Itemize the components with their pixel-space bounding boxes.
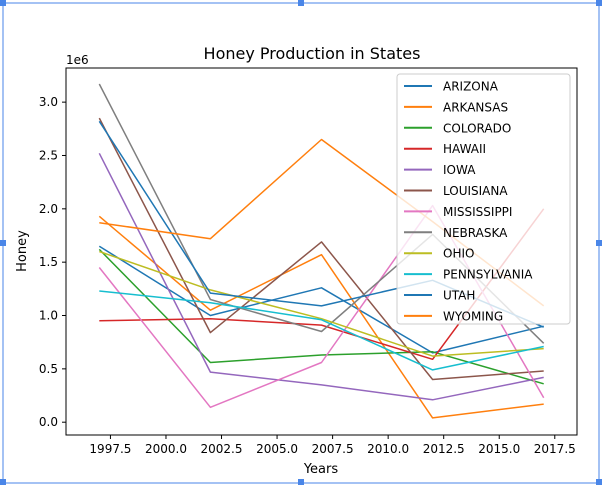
- resize-handle-middle-right[interactable]: [596, 240, 602, 246]
- selection-box[interactable]: [0, 0, 602, 485]
- legend-label: UTAH: [443, 289, 475, 303]
- y-tick-label: 2.5: [39, 148, 58, 162]
- series-line-pennsylvania: [99, 290, 544, 371]
- y-tick-label: 2.0: [39, 202, 58, 216]
- legend-label: ARIZONA: [443, 80, 499, 94]
- x-axis: 1997.5 2000.0 2002.5 2005.0 2007.5 2010.0 2012…: [89, 435, 576, 456]
- resize-handle-bottom-right[interactable]: [596, 479, 602, 485]
- y-axis-label: Honey: [15, 230, 30, 272]
- legend-label: PENNSYLVANIA: [443, 268, 533, 282]
- resize-handle-bottom-center[interactable]: [298, 479, 304, 485]
- legend-label: OHIO: [443, 247, 474, 261]
- resize-handle-top-center[interactable]: [298, 0, 304, 6]
- x-tick-label: 2005.0: [256, 442, 298, 456]
- chart-title: Honey Production in States: [204, 44, 421, 63]
- legend-items: ARIZONA ARKANSAS COLORADO HAWAII IOWA LOUISIA…: [404, 80, 533, 323]
- legend: ARIZONA ARKANSAS COLORADO HAWAII IOWA LOUISIA…: [396, 73, 571, 325]
- x-tick-label: 2002.5: [201, 442, 243, 456]
- y-tick-label: 3.0: [39, 95, 58, 109]
- resize-handle-top-left[interactable]: [0, 0, 6, 6]
- legend-label: IOWA: [443, 163, 476, 177]
- series-lines: [98, 83, 545, 419]
- resize-handle-bottom-left[interactable]: [0, 479, 6, 485]
- y-tick-label: 1.5: [39, 255, 58, 269]
- legend-label: WYOMING: [443, 309, 503, 323]
- legend-label: HAWAII: [443, 142, 486, 156]
- series-line-arkansas: [98, 215, 544, 419]
- x-tick-label: 2017.5: [534, 442, 576, 456]
- legend-label: ARKANSAS: [443, 100, 508, 114]
- series-line-arizona: [98, 245, 544, 354]
- x-tick-label: 2015.0: [478, 442, 520, 456]
- x-tick-label: 2000.0: [145, 442, 187, 456]
- x-tick-label: 1997.5: [89, 442, 131, 456]
- series-line-louisiana: [98, 117, 544, 381]
- resize-handle-top-right[interactable]: [596, 0, 602, 6]
- legend-label: COLORADO: [443, 121, 511, 135]
- y-axis: 0.0 0.5 1.0 1.5 2.0 2.5 3.0: [39, 95, 66, 429]
- legend-label: LOUISIANA: [443, 184, 508, 198]
- y-tick-label: 0.0: [39, 415, 58, 429]
- legend-label: NEBRASKA: [443, 226, 508, 240]
- x-tick-label: 2012.5: [423, 442, 465, 456]
- y-offset-label: 1e6: [66, 53, 89, 67]
- legend-box: [396, 73, 571, 325]
- x-tick-label: 2010.0: [367, 442, 409, 456]
- y-tick-label: 1.0: [39, 309, 58, 323]
- x-axis-label: Years: [303, 462, 339, 477]
- series-line-ohio: [99, 250, 544, 357]
- legend-label: MISSISSIPPI: [443, 205, 512, 219]
- x-tick-label: 2007.5: [312, 442, 354, 456]
- y-tick-label: 0.5: [39, 362, 58, 376]
- resize-handle-middle-left[interactable]: [0, 240, 6, 246]
